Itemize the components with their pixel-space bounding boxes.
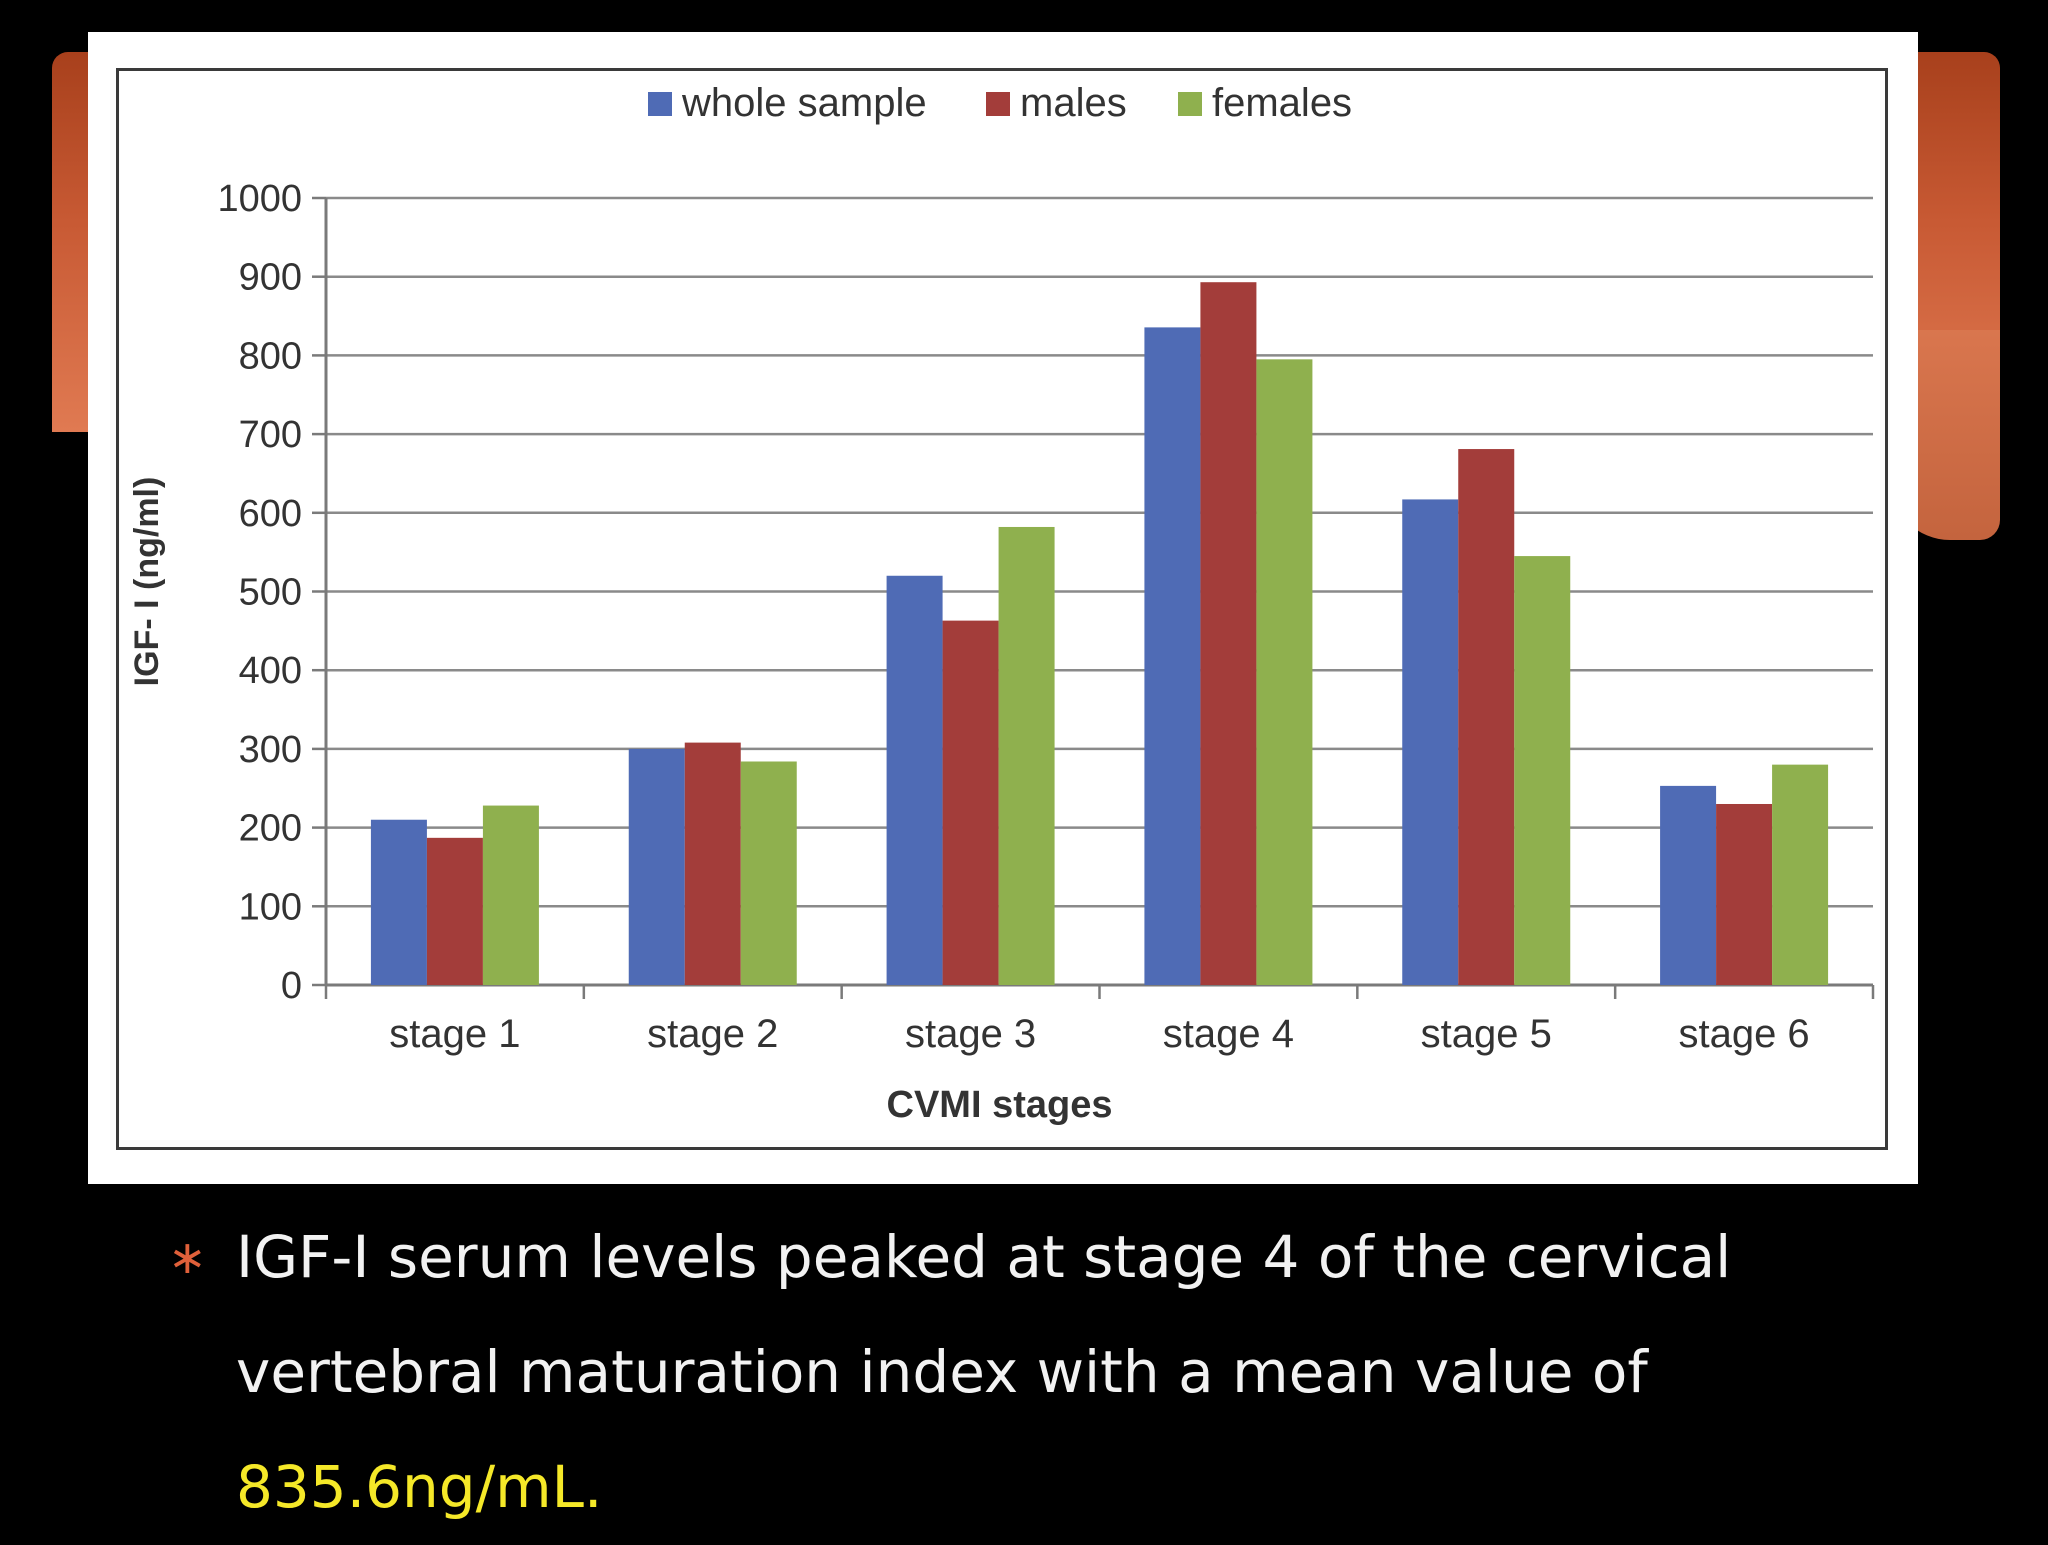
- y-tick-label: 700: [239, 414, 302, 456]
- chart-frame: [116, 68, 1888, 1150]
- bar-males-stage-6: [1716, 803, 1773, 985]
- y-tick-label: 900: [239, 257, 302, 299]
- y-tick-label: 0: [281, 965, 302, 1007]
- bullet-highlight-value: 835.6ng/mL.: [236, 1453, 603, 1521]
- y-tick-label: 400: [239, 650, 302, 692]
- legend-swatch-whole-sample: [648, 92, 672, 116]
- legend-label-whole-sample: whole sample: [681, 81, 927, 125]
- bar-males-stage-3: [942, 620, 999, 985]
- x-tick-label: stage 4: [1163, 1012, 1294, 1056]
- bar-chart: 0 100 200 300 400 500 600 700 800 900 1000 stage 1 s…: [128, 81, 1875, 1126]
- y-tick-label: 800: [239, 335, 302, 377]
- y-axis-title: IGF- I (ng/ml): [128, 477, 166, 687]
- x-tick-label: stage 2: [647, 1012, 778, 1056]
- bar-females-stage-3: [998, 526, 1055, 985]
- bullet-point: ∗ IGF-I serum levels peaked at stage 4 o…: [168, 1200, 1970, 1545]
- bar-males-stage-5: [1458, 449, 1515, 986]
- bullet-text-line-2: vertebral maturation index with a mean v…: [236, 1338, 1648, 1406]
- bar-whole-sample-stage-5: [1402, 499, 1459, 985]
- bar-males-stage-2: [684, 742, 741, 985]
- legend-swatch-males: [986, 92, 1010, 116]
- bar-whole-sample-stage-4: [1144, 327, 1201, 985]
- x-axis-title: CVMI stages: [887, 1084, 1113, 1126]
- x-tick-label: stage 6: [1678, 1012, 1809, 1056]
- bar-males-stage-1: [426, 837, 483, 985]
- y-tick-label: 200: [239, 808, 302, 850]
- x-tick-label: stage 3: [905, 1012, 1036, 1056]
- y-tick-label: 1000: [217, 178, 302, 220]
- bar-whole-sample-stage-1: [370, 819, 427, 985]
- y-tick-label: 100: [239, 886, 302, 928]
- bar-females-stage-4: [1256, 359, 1313, 986]
- y-tick-label: 500: [239, 572, 302, 614]
- legend-label-females: females: [1212, 81, 1352, 125]
- bar-whole-sample-stage-6: [1660, 785, 1717, 985]
- y-tick-label: 600: [239, 493, 302, 535]
- bar-whole-sample-stage-3: [886, 575, 943, 985]
- bar-males-stage-4: [1200, 282, 1257, 985]
- chart-card: 0 100 200 300 400 500 600 700 800 900 1000 stage 1 s…: [88, 32, 1918, 1184]
- x-tick-label: stage 1: [389, 1012, 520, 1056]
- bar-whole-sample-stage-2: [628, 748, 685, 985]
- y-tick-label: 300: [239, 729, 302, 771]
- bar-females-stage-6: [1772, 764, 1829, 985]
- legend-label-males: males: [1020, 81, 1127, 125]
- bar-females-stage-2: [740, 761, 797, 985]
- bar-females-stage-1: [482, 805, 539, 985]
- bullet-text-line-1: IGF-I serum levels peaked at stage 4 of …: [236, 1223, 1732, 1291]
- x-tick-label: stage 5: [1421, 1012, 1552, 1056]
- legend-swatch-females: [1178, 92, 1202, 116]
- bullet-star-icon: ∗: [168, 1230, 207, 1284]
- bar-females-stage-5: [1514, 556, 1571, 985]
